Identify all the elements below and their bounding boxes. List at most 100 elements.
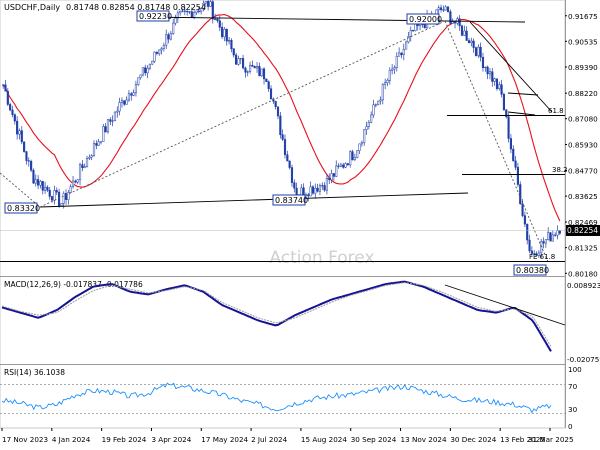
price-tick-label: 0.89390 — [568, 63, 598, 72]
candle-body — [449, 11, 452, 24]
candle-body — [13, 114, 16, 122]
candle-body — [190, 11, 193, 18]
candle-body — [323, 185, 326, 191]
candle-body — [470, 40, 473, 43]
price-tick-label: 0.91675 — [568, 12, 598, 21]
candle-body — [437, 7, 440, 11]
candle-body — [169, 33, 172, 40]
candle-body — [118, 102, 121, 112]
candle-body — [209, 1, 212, 7]
candle-body — [491, 71, 494, 82]
candle-body — [179, 10, 182, 14]
candle-body — [356, 150, 359, 158]
candle-body — [251, 64, 254, 67]
candle-body — [174, 17, 177, 24]
candle-body — [467, 40, 471, 43]
candle-body — [318, 185, 321, 192]
candle-body — [293, 182, 296, 189]
candle-body — [523, 215, 526, 225]
candle-body — [83, 166, 86, 169]
candle-body — [521, 203, 524, 216]
candle-body — [53, 190, 56, 201]
candle-body — [547, 232, 550, 240]
candle-body — [9, 104, 12, 111]
candle-body — [265, 78, 268, 82]
channel-top-trendline — [142, 16, 526, 23]
candle-body — [104, 126, 107, 133]
candle-body — [253, 66, 256, 69]
candle-body — [388, 70, 391, 81]
candle-body — [176, 12, 179, 19]
candle-body — [99, 141, 103, 143]
fib-labels: 61.8 38.2 FE 61.8 — [529, 107, 568, 261]
candle-body — [153, 51, 156, 62]
candle-body — [244, 67, 247, 73]
fib-38-2-label: 38.2 — [552, 166, 568, 174]
candle-body — [516, 167, 519, 185]
candle-body — [155, 51, 158, 54]
macd-axis-top: 0.008923 — [567, 281, 600, 290]
candle-body — [370, 114, 373, 123]
price-tick-label: 0.85930 — [568, 140, 598, 149]
candle-body — [374, 104, 377, 106]
candle-body — [328, 177, 331, 181]
candle-body — [554, 234, 557, 236]
candle-body — [363, 129, 366, 143]
candle-body — [69, 186, 72, 193]
candle-body — [11, 109, 14, 115]
channel-bottom-trendline — [39, 192, 469, 208]
candle-body — [141, 67, 144, 76]
candle-body — [339, 164, 342, 167]
candle-body — [146, 67, 149, 74]
candle-body — [281, 134, 284, 140]
candle-body — [274, 101, 277, 108]
candle-body — [398, 52, 401, 57]
candle-body — [542, 241, 545, 244]
time-tick-label: 15 Aug 2024 — [301, 435, 347, 444]
price-tick-label: 0.90535 — [568, 37, 598, 46]
candle-body — [130, 93, 133, 96]
candle-body — [391, 68, 394, 71]
candle-body — [151, 60, 154, 65]
candle-body — [460, 25, 464, 36]
candle-body — [144, 67, 147, 74]
candle-body — [2, 84, 5, 86]
candle-body — [37, 179, 40, 186]
candle-body — [183, 10, 186, 12]
candle-body — [423, 24, 426, 29]
candle-body — [57, 191, 61, 206]
candle-body — [51, 196, 54, 201]
fib-fe-61-8-label: FE 61.8 — [529, 253, 555, 261]
candle-body — [106, 119, 110, 133]
candle-body — [395, 55, 398, 68]
candle-body — [321, 185, 324, 187]
dotted-entry-line — [0, 172, 41, 208]
candle-body — [495, 78, 499, 89]
candle-body — [30, 160, 33, 171]
rsi-tick-label: 30 — [568, 405, 578, 414]
candle-body — [132, 92, 135, 96]
candle-body — [246, 71, 249, 73]
candle-body — [379, 99, 382, 102]
candle-body — [90, 155, 93, 158]
candle-body — [507, 116, 510, 139]
candle-body — [314, 187, 317, 194]
candle-body — [526, 223, 529, 241]
candle-body — [23, 141, 26, 152]
candle-body — [218, 20, 221, 28]
candle-body — [216, 18, 219, 21]
label-0-92000: 0.92000 — [409, 15, 442, 24]
candle-body — [148, 63, 151, 69]
candle-body — [162, 44, 165, 49]
time-axis: 17 Nov 2023 4 Jan 2024 19 Feb 2024 3 Apr 20… — [1, 428, 574, 444]
candle-body — [393, 67, 396, 70]
candle-body — [71, 180, 75, 187]
candle-body — [78, 164, 82, 180]
candle-body — [127, 93, 131, 101]
macd-signal-line — [1, 282, 552, 347]
candle-body — [160, 48, 163, 51]
candle-body — [158, 49, 161, 54]
time-tick-label: 30 Sep 2024 — [351, 435, 397, 444]
candle-body — [123, 100, 126, 105]
candle-body — [472, 40, 475, 48]
